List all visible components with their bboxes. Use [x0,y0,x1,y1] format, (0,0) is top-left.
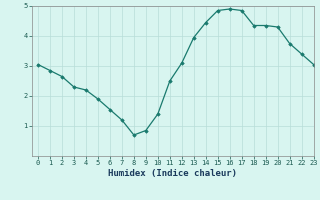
X-axis label: Humidex (Indice chaleur): Humidex (Indice chaleur) [108,169,237,178]
